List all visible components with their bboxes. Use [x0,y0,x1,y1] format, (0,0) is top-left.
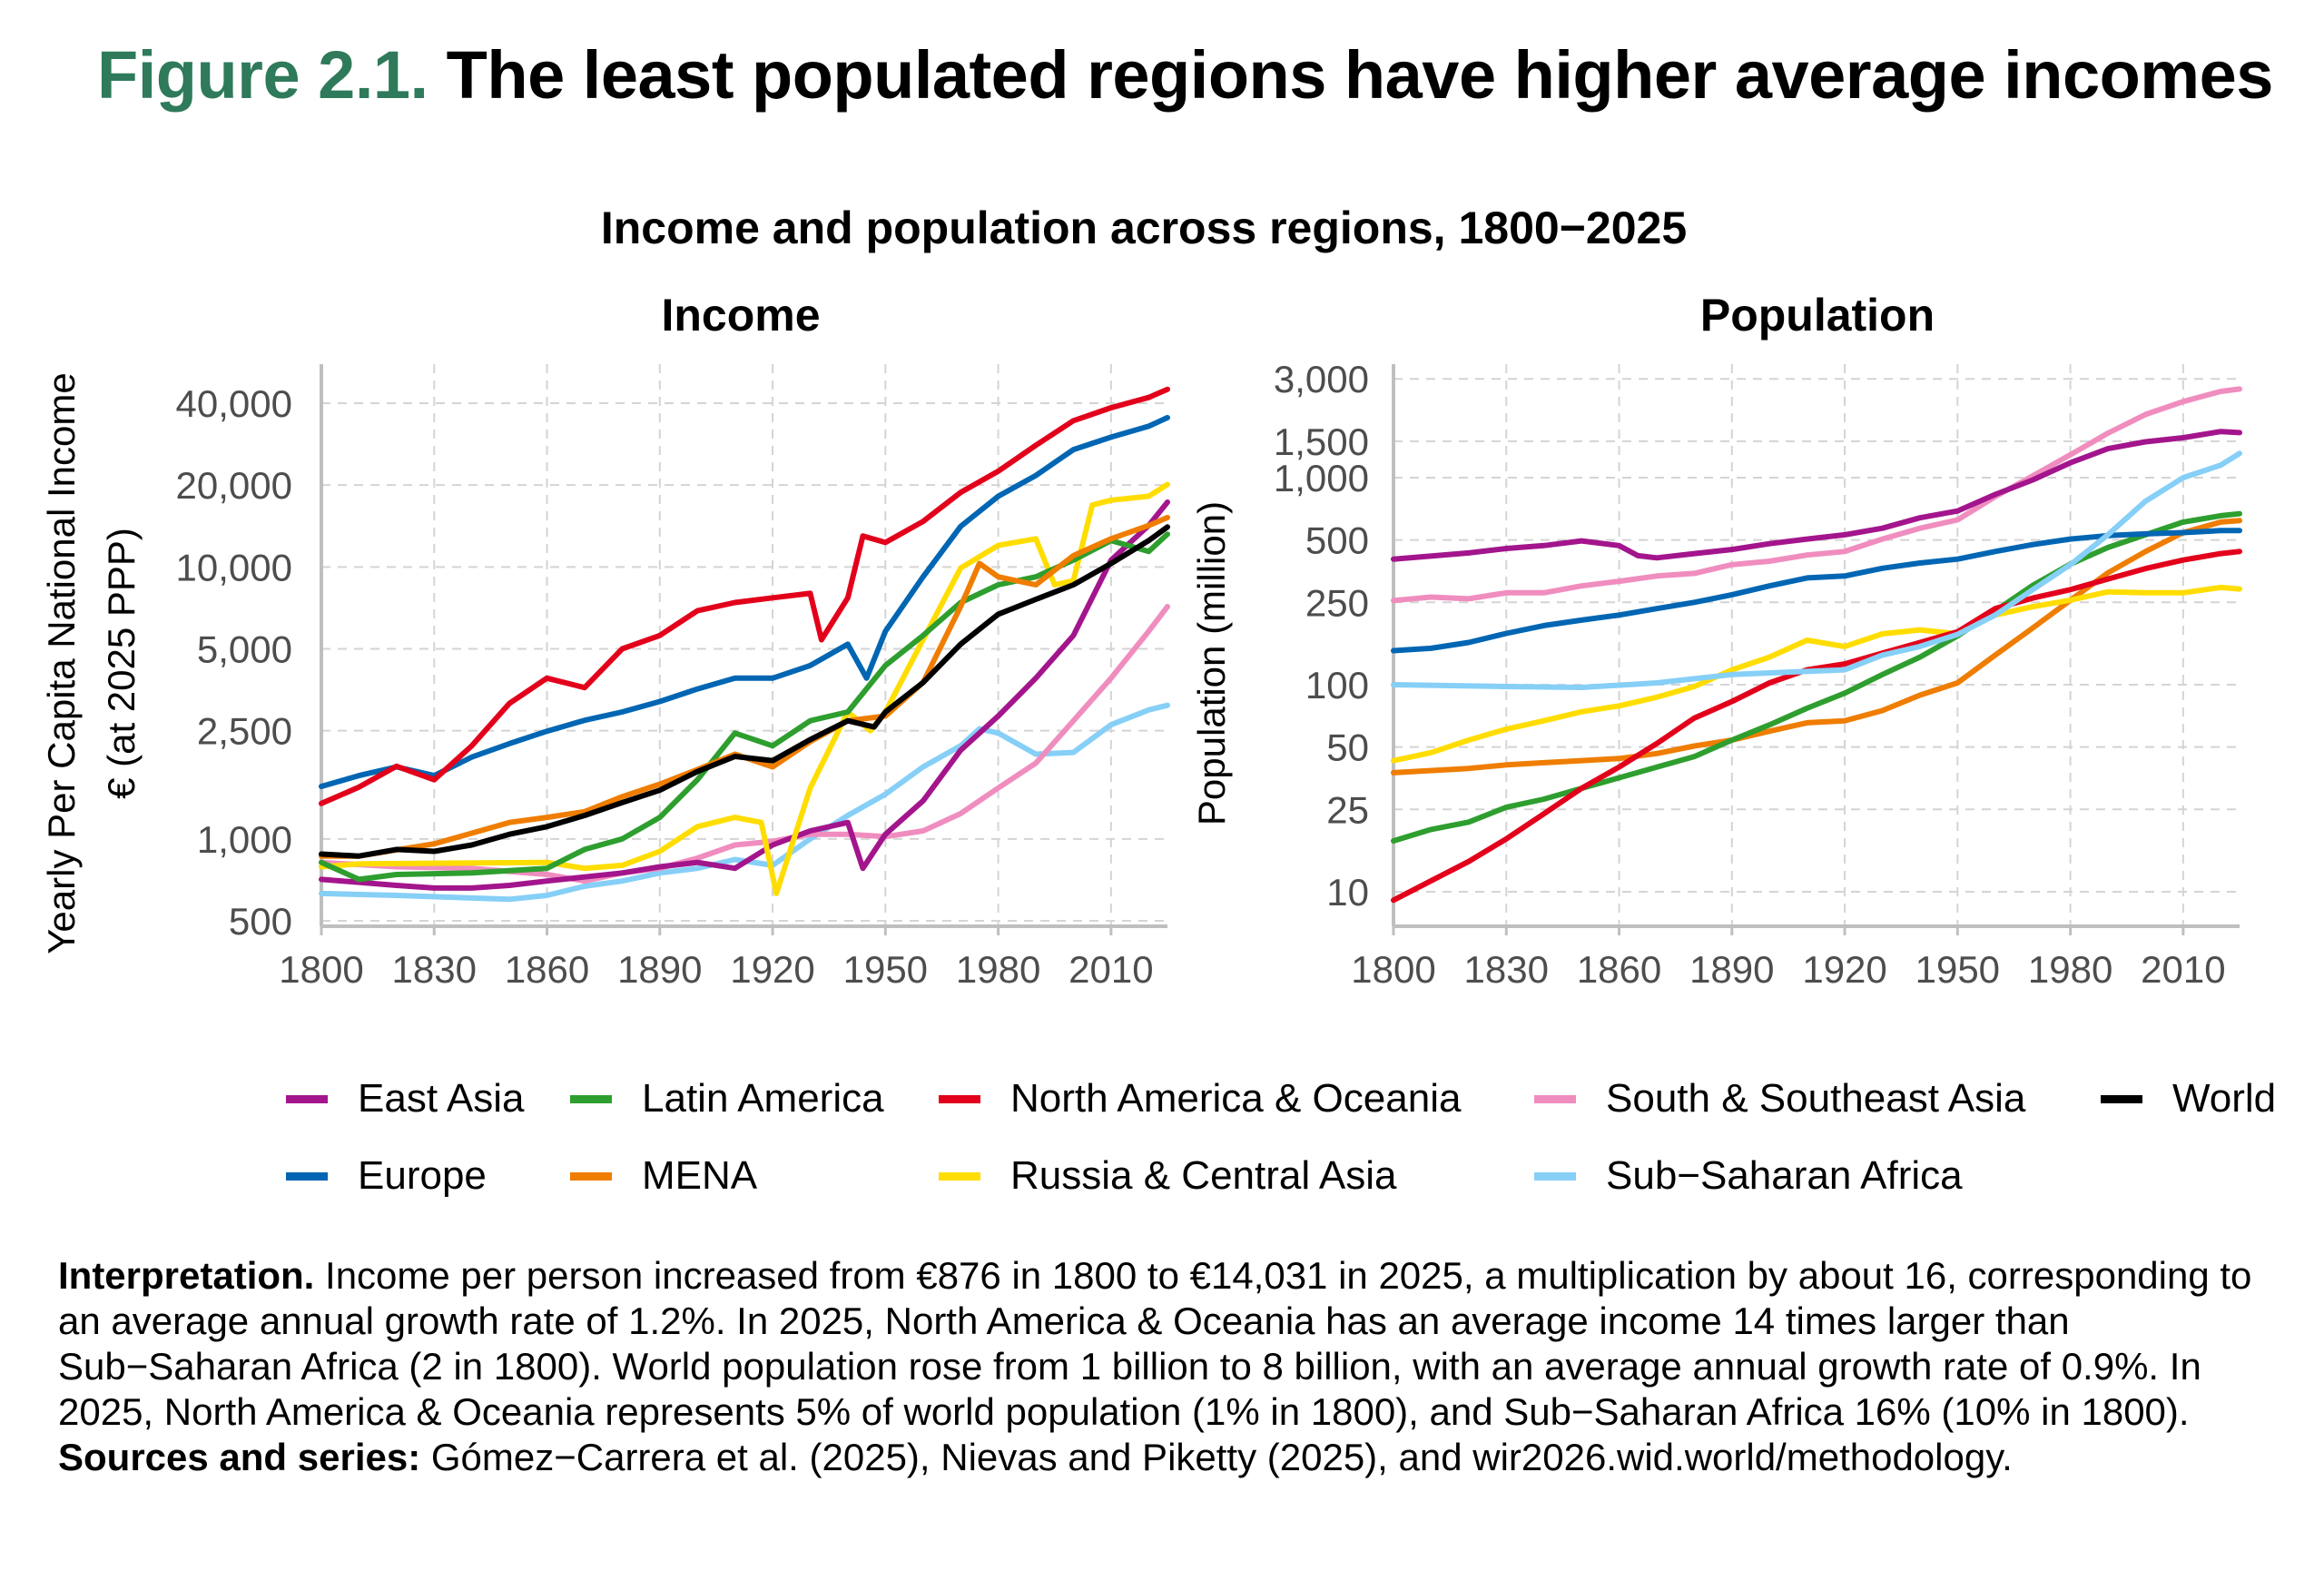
population-y-axis-label: Population (million) [1190,501,1233,825]
income-line-world [319,524,1170,859]
income-xtick-label: 1830 [392,948,477,991]
income-line-latin-america [319,531,1170,883]
population-ytick-label: 500 [1305,519,1369,562]
population-line-russia-central-asia [1391,584,2242,764]
population-xtick-label: 2010 [2141,948,2225,991]
population-panel-title: Population [1699,290,1935,341]
legend-label: Sub−Saharan Africa [1606,1153,1963,1198]
income-ytick-label: 500 [229,900,292,943]
legend-label: Russia & Central Asia [1010,1153,1397,1198]
income-panel-title: Income [661,290,821,341]
legend-item-sub-saharan-africa: Sub−Saharan Africa [1534,1153,1963,1199]
population-ytick-label: 1,000 [1274,457,1369,499]
income-xtick-label: 1920 [730,948,814,991]
income-line-europe [319,414,1170,789]
population-ytick-label: 25 [1326,788,1369,831]
population-xtick-label: 1800 [1351,948,1435,991]
income-xtick-label: 1980 [956,948,1040,991]
legend-key [939,1094,980,1103]
income-ytick-label: 1,000 [197,818,292,861]
legend-key [1534,1171,1576,1181]
legend-item-europe: Europe [286,1153,487,1199]
sources-text: Gómez−Carrera et al. (2025), Nievas and … [420,1436,2013,1478]
population-line-latin-america [1391,510,2242,844]
population-line-east-asia [1391,429,2242,562]
legend-label: Latin America [642,1076,884,1121]
income-ytick-label: 10,000 [176,546,292,588]
figure-title-text: The least populated regions have higher … [446,37,2274,113]
legend-key [286,1171,328,1181]
sources-label: Sources and series: [58,1436,421,1478]
income-ytick-label: 20,000 [176,464,292,507]
population-line-europe [1391,528,2242,654]
legend-item-russia-central-asia: Russia & Central Asia [939,1153,1397,1199]
interpretation-text: Income per person increased from €876 in… [58,1254,2252,1433]
figure-number: Figure 2.1. [97,37,428,113]
legend-item-north-america-oceania: North America & Oceania [939,1076,1461,1122]
legend-key [2101,1094,2142,1103]
population-ytick-label: 3,000 [1274,358,1369,400]
income-ytick-label: 5,000 [197,628,292,671]
legend-item-east-asia: East Asia [286,1076,524,1122]
population-xtick-label: 1860 [1577,948,1661,991]
population-line-sub-saharan-africa [1391,450,2242,690]
income-line-north-america-oceania [319,386,1170,806]
population-ytick-label: 100 [1305,664,1369,707]
population-xtick-label: 1890 [1689,948,1774,991]
population-ytick-label: 10 [1326,871,1369,914]
income-xtick-label: 1800 [279,948,363,991]
legend-label: MENA [642,1153,758,1198]
population-line-north-america-oceania [1391,548,2242,904]
legend-key [570,1094,612,1103]
legend-label: North America & Oceania [1010,1076,1462,1121]
legend-key [1534,1094,1576,1103]
income-line-mena [319,514,1170,859]
income-line-russia-central-asia [319,481,1170,896]
legend-item-mena: MENA [570,1153,757,1199]
income-ytick-label: 2,500 [197,710,292,753]
legend-item-world: World [2101,1076,2276,1122]
population-ytick-label: 1,500 [1274,420,1369,463]
population-line-mena [1391,518,2242,776]
legend-key [286,1094,328,1103]
income-y-axis-label: € (at 2025 PPP) [100,528,143,799]
income-xtick-label: 2010 [1068,948,1153,991]
legend-label: World [2172,1076,2277,1121]
population-ytick-label: 50 [1326,726,1369,769]
income-y-axis-label: Yearly Per Capita National Income [40,372,83,954]
legend-label: Europe [358,1153,487,1198]
population-xtick-label: 1920 [1802,948,1886,991]
income-line-south-southeast-asia [319,604,1170,884]
legend-item-south-southeast-asia: South & Southeast Asia [1534,1076,2025,1122]
legend: East Asia Latin America North America & Oc… [0,1044,2324,1199]
population-line-south-southeast-asia [1391,386,2242,604]
income-line-east-asia [319,499,1170,891]
chart-subtitle: Income and population across regions, 18… [600,203,1688,253]
legend-key [570,1171,612,1181]
legend-key [939,1171,980,1181]
legend-item-latin-america: Latin America [570,1076,884,1122]
interpretation-label: Interpretation. [58,1254,315,1297]
income-xtick-label: 1860 [505,948,589,991]
income-ytick-label: 40,000 [176,382,292,425]
notes: Interpretation. Income per person increa… [58,1253,2255,1480]
legend-label: South & Southeast Asia [1606,1076,2026,1121]
population-xtick-label: 1950 [1915,948,2000,991]
income-xtick-label: 1950 [843,948,928,991]
population-ytick-label: 250 [1305,581,1369,624]
figure-title: Figure 2.1. The least populated regions … [97,36,2273,114]
population-xtick-label: 1830 [1464,948,1549,991]
income-xtick-label: 1890 [617,948,702,991]
population-xtick-label: 1980 [2028,948,2112,991]
income-chart: 500 1,000 2,500 5,000 10,000 20,000 40,000 1800… [40,364,1170,991]
legend-label: East Asia [358,1076,525,1121]
